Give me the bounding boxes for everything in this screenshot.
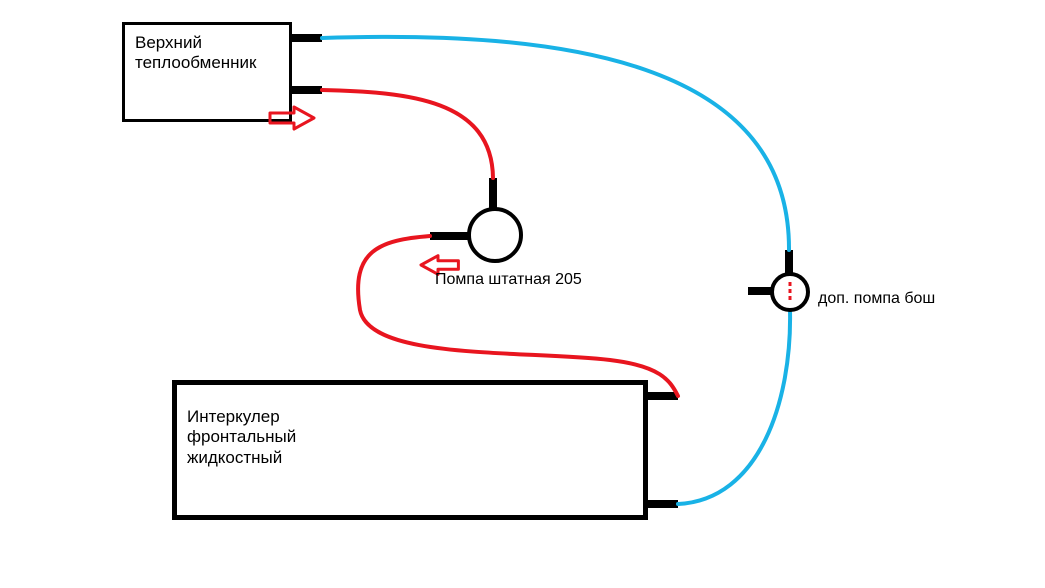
bottom-box-label-line2: фронтальный: [187, 427, 633, 447]
connector-stub: [648, 392, 678, 400]
connector-stub: [489, 178, 497, 212]
connector-stub: [292, 34, 322, 42]
intercooler-box: Интеркулер фронтальный жидкостный: [172, 380, 648, 520]
main-pump-icon: [469, 209, 521, 261]
connector-stub: [292, 86, 322, 94]
connector-stub: [748, 287, 776, 295]
diagram-stage: Верхний теплообменник Интеркулер фронтал…: [0, 0, 1045, 588]
top-box-label-line2: теплообменник: [135, 53, 279, 73]
top-heat-exchanger-box: Верхний теплообменник: [122, 22, 292, 122]
bottom-box-label-line3: жидкостный: [187, 448, 633, 468]
main-pump-label: Помпа штатная 205: [435, 271, 582, 289]
connector-stub: [648, 500, 678, 508]
connector-stub: [430, 232, 472, 240]
connector-stub: [785, 250, 793, 278]
aux-pump-label: доп. помпа бош: [818, 290, 935, 308]
aux-pump-icon: [772, 274, 808, 310]
hot-pipe: [322, 90, 678, 396]
top-box-label-line1: Верхний: [135, 33, 279, 53]
bottom-box-label-line1: Интеркулер: [187, 407, 633, 427]
